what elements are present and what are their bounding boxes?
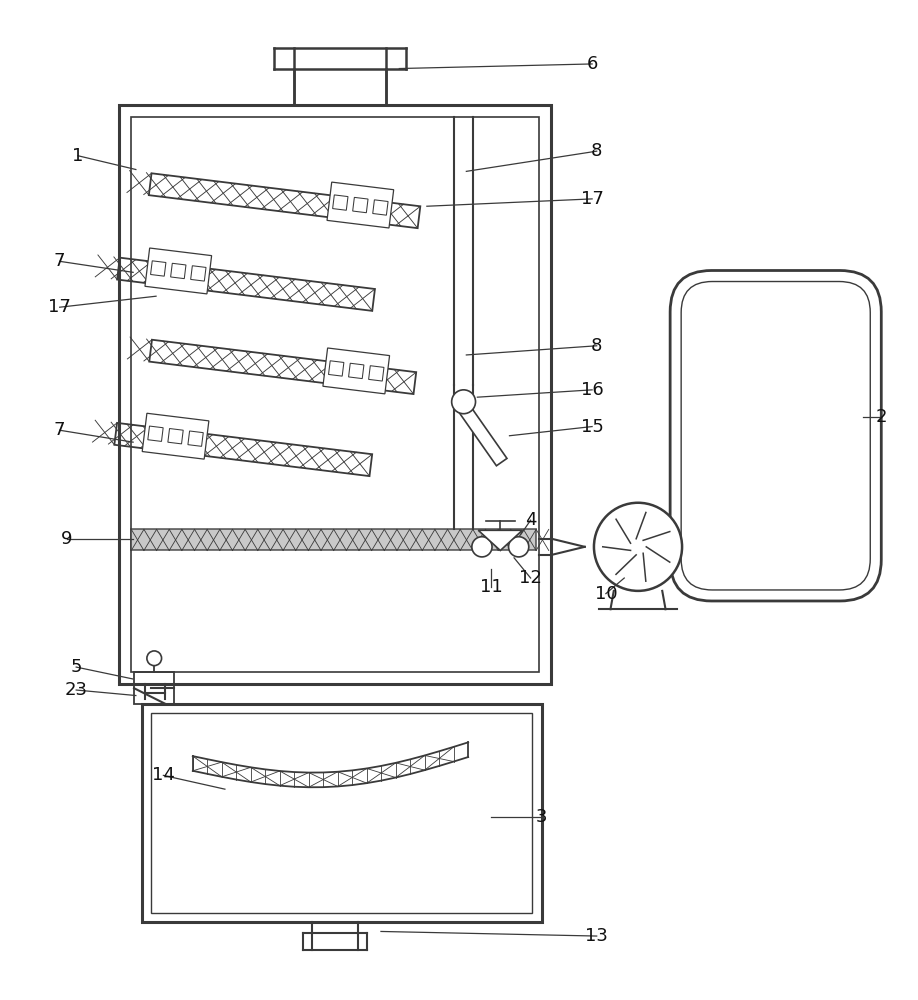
Polygon shape <box>151 261 166 276</box>
Polygon shape <box>327 182 394 228</box>
Polygon shape <box>353 197 368 213</box>
Polygon shape <box>369 366 384 381</box>
Text: 2: 2 <box>876 408 887 426</box>
Bar <box>142 704 542 922</box>
Text: 13: 13 <box>586 927 608 945</box>
Polygon shape <box>145 248 212 294</box>
Text: 8: 8 <box>591 142 602 160</box>
Text: 23: 23 <box>64 681 88 699</box>
Text: 5: 5 <box>71 658 82 676</box>
Polygon shape <box>329 361 344 376</box>
Text: 6: 6 <box>587 55 598 73</box>
Text: 7: 7 <box>54 421 65 439</box>
Bar <box>151 713 532 913</box>
Polygon shape <box>478 530 522 550</box>
Polygon shape <box>191 266 206 281</box>
Text: 17: 17 <box>581 190 603 208</box>
Circle shape <box>147 651 162 666</box>
Polygon shape <box>148 426 163 441</box>
Polygon shape <box>188 431 203 446</box>
Polygon shape <box>332 195 348 210</box>
Text: 9: 9 <box>62 530 73 548</box>
Bar <box>131 117 539 672</box>
Polygon shape <box>457 402 507 466</box>
FancyBboxPatch shape <box>681 282 870 590</box>
Polygon shape <box>323 348 389 394</box>
Text: 17: 17 <box>49 298 71 316</box>
Circle shape <box>509 537 529 557</box>
Text: 4: 4 <box>525 511 536 529</box>
Text: 8: 8 <box>591 337 602 355</box>
Text: 12: 12 <box>520 569 542 587</box>
FancyBboxPatch shape <box>670 270 881 601</box>
Text: 15: 15 <box>581 418 603 436</box>
Text: 7: 7 <box>54 252 65 270</box>
Bar <box>119 105 551 684</box>
Polygon shape <box>373 200 388 215</box>
Polygon shape <box>142 413 209 459</box>
Circle shape <box>472 537 492 557</box>
Bar <box>134 672 174 704</box>
Text: 10: 10 <box>595 585 617 603</box>
Circle shape <box>594 503 682 591</box>
Text: 16: 16 <box>581 381 603 399</box>
Polygon shape <box>349 363 364 379</box>
Text: 1: 1 <box>73 147 84 165</box>
Polygon shape <box>171 263 186 279</box>
Text: 11: 11 <box>480 578 502 596</box>
Circle shape <box>452 390 476 414</box>
Text: 14: 14 <box>152 766 174 784</box>
Text: 3: 3 <box>536 808 547 826</box>
Polygon shape <box>168 429 184 444</box>
Bar <box>131 529 536 550</box>
